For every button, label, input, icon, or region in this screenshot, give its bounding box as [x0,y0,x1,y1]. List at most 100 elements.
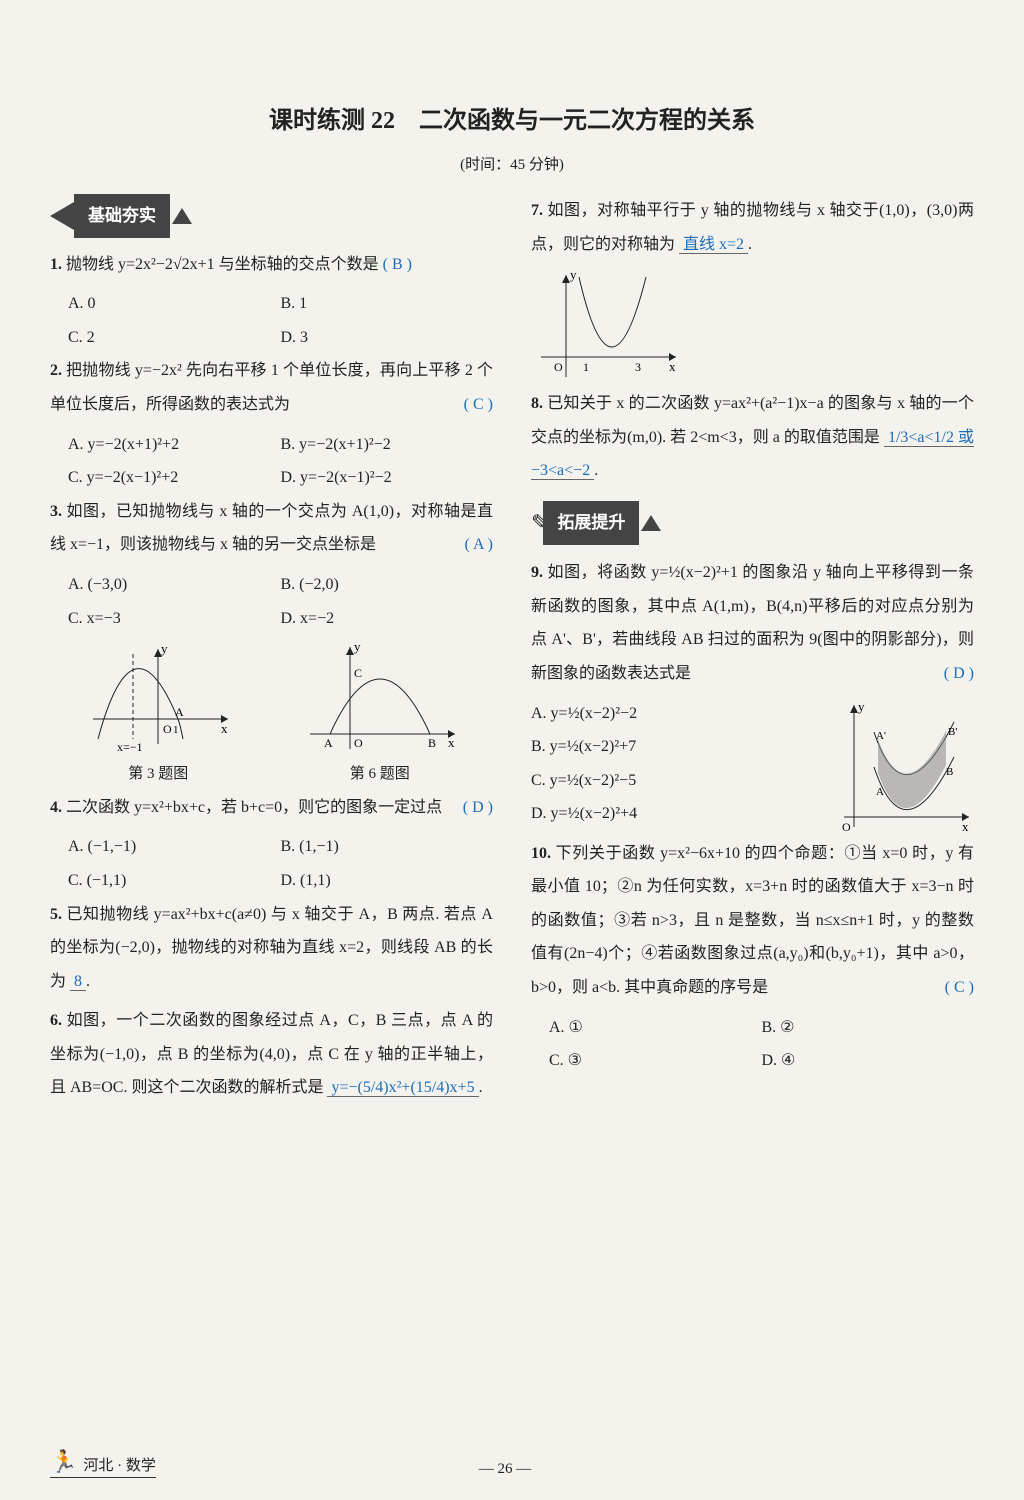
q2-num: 2. [50,362,62,379]
q3-fig-caption: 第 3 题图 [83,759,233,791]
q7-num: 7. [531,202,543,219]
footer-label: 河北 · 数学 [83,1454,156,1475]
question-8: 8. 已知关于 x 的二次函数 y=ax²+(a²−1)x−a 的图象与 x 轴… [531,387,974,488]
svg-text:A: A [876,786,884,798]
svg-text:A': A' [876,730,886,742]
svg-text:O: O [554,360,563,374]
q7-answer: 直线 x=2 [679,236,748,254]
question-4: 4. 二次函数 y=x²+bx+c，若 b+c=0，则它的图象一定过点 ( D … [50,791,493,825]
q7-stem: 如图，对称轴平行于 y 轴的抛物线与 x 轴交于(1,0)，(3,0)两点，则它… [531,202,974,253]
q4-opt-c: C. (−1,1) [68,864,281,898]
question-9: 9. 如图，将函数 y=½(x−2)²+1 的图象沿 y 轴向上平移得到一条新函… [531,556,974,690]
q3-parabola-svg: y x O A 1 x=−1 [83,639,233,759]
q10-num: 10. [531,845,551,862]
svg-text:A: A [324,736,333,750]
svg-text:y: y [858,699,865,714]
svg-text:x=−1: x=−1 [117,740,143,754]
q2-opt-d: D. y=−2(x−1)²−2 [281,461,494,495]
q1-answer: ( B ) [383,256,412,273]
q2-stem: 把抛物线 y=−2x² 先向右平移 1 个单位长度，再向上平移 2 个单位长度后… [50,362,493,413]
q6-answer: y=−(5/4)x²+(15/4)x+5 [327,1079,478,1097]
question-1: 1. 抛物线 y=2x²−2√2x+1 与坐标轴的交点个数是 ( B ) [50,248,493,282]
q5-post: . [86,973,90,990]
q10-opt-d: D. ④ [762,1044,975,1078]
figure-q7: y x O 1 3 [531,267,974,387]
q3-answer: ( A ) [465,528,493,562]
svg-text:y: y [354,639,361,654]
page-title: 课时练测 22 二次函数与一元二次方程的关系 [50,100,974,135]
q8-num: 8. [531,395,543,412]
q3-stem: 如图，已知抛物线与 x 轴的一个交点为 A(1,0)，对称轴是直线 x=−1，则… [50,503,493,554]
section-basic-label: 基础夯实 [74,194,170,238]
question-2: 2. 把抛物线 y=−2x² 先向右平移 1 个单位长度，再向上平移 2 个单位… [50,354,493,421]
svg-text:1: 1 [173,724,179,736]
q3-opt-d: D. x=−2 [281,602,494,636]
question-3: 3. 如图，已知抛物线与 x 轴的一个交点为 A(1,0)，对称轴是直线 x=−… [50,495,493,562]
svg-text:3: 3 [635,360,641,374]
q1-choices: A. 0 B. 1 C. 2 D. 3 [50,287,493,354]
svg-text:B: B [428,736,436,750]
section-extend-banner: ✎ 拓展提升 [531,500,661,546]
svg-text:A: A [175,705,184,719]
svg-text:1: 1 [583,360,589,374]
q5-num: 5. [50,906,62,923]
q2-answer: ( C ) [464,388,493,422]
q3-choices: A. (−3,0) B. (−2,0) C. x=−3 D. x=−2 [50,568,493,635]
page-number: — 26 — [479,1461,532,1478]
q4-opt-b: B. (1,−1) [281,830,494,864]
q10-opt-b: B. ② [762,1011,975,1045]
question-7: 7. 如图，对称轴平行于 y 轴的抛物线与 x 轴交于(1,0)，(3,0)两点… [531,194,974,261]
q3-num: 3. [50,503,62,520]
q3-opt-a: A. (−3,0) [68,568,281,602]
q10-answer: ( C ) [945,971,974,1005]
svg-text:O: O [163,722,172,736]
svg-text:y: y [570,267,577,282]
q7-post: . [748,236,752,253]
q2-opt-a: A. y=−2(x+1)²+2 [68,428,281,462]
q6-parabola-svg: y x O A B C [300,639,460,759]
svg-text:x: x [448,735,455,750]
q7-parabola-svg: y x O 1 3 [531,267,681,387]
q9-choices: A. y=½(x−2)²−2 B. y=½(x−2)²+7 C. y=½(x−2… [531,697,824,837]
q5-stem: 已知抛物线 y=ax²+bx+c(a≠0) 与 x 轴交于 A，B 两点. 若点… [50,906,493,990]
q3-opt-c: C. x=−3 [68,602,281,636]
svg-text:y: y [161,641,168,656]
figure-q3: y x O A 1 x=−1 第 3 题图 [83,639,233,791]
q10-opt-c: C. ③ [549,1044,762,1078]
svg-text:x: x [221,721,228,736]
q9-parabola-svg: y x O A B A' B' [834,697,974,837]
q4-num: 4. [50,799,62,816]
q2-opt-b: B. y=−2(x+1)²−2 [281,428,494,462]
svg-text:B: B [946,766,953,778]
q1-stem: 抛物线 y=2x²−2√2x+1 与坐标轴的交点个数是 [66,256,379,273]
q10-stem: 下列关于函数 y=x²−6x+10 的四个命题：①当 x=0 时，y 有最小值 … [531,845,974,996]
right-column: 7. 如图，对称轴平行于 y 轴的抛物线与 x 轴交于(1,0)，(3,0)两点… [531,194,974,1111]
question-5: 5. 已知抛物线 y=ax²+bx+c(a≠0) 与 x 轴交于 A，B 两点.… [50,898,493,999]
q4-opt-d: D. (1,1) [281,864,494,898]
q9-opt-a: A. y=½(x−2)²−2 [531,697,824,731]
q4-choices: A. (−1,−1) B. (1,−1) C. (−1,1) D. (1,1) [50,830,493,897]
q10-choices: A. ① B. ② C. ③ D. ④ [531,1011,974,1078]
svg-text:B': B' [948,726,957,738]
q9-num: 9. [531,564,543,581]
q1-opt-d: D. 3 [281,321,494,355]
time-note: (时间：45 分钟) [50,153,974,174]
figures-row: y x O A 1 x=−1 第 3 题图 y x [50,639,493,791]
q1-opt-b: B. 1 [281,287,494,321]
q6-fig-caption: 第 6 题图 [300,759,460,791]
page-footer: 🏃 河北 · 数学 — 26 — [50,1449,974,1478]
q9-opt-d: D. y=½(x−2)²+4 [531,797,824,831]
question-6: 6. 如图，一个二次函数的图象经过点 A，C，B 三点，点 A 的坐标为(−1,… [50,1004,493,1105]
svg-text:C: C [354,666,362,680]
q2-opt-c: C. y=−2(x−1)²+2 [68,461,281,495]
q9-opt-b: B. y=½(x−2)²+7 [531,730,824,764]
q1-opt-a: A. 0 [68,287,281,321]
q9-stem: 如图，将函数 y=½(x−2)²+1 的图象沿 y 轴向上平移得到一条新函数的图… [531,564,974,682]
q9-opt-c: C. y=½(x−2)²−5 [531,764,824,798]
q6-num: 6. [50,1012,62,1029]
question-10: 10. 下列关于函数 y=x²−6x+10 的四个命题：①当 x=0 时，y 有… [531,837,974,1005]
svg-text:O: O [842,820,851,834]
section-extend-label: 拓展提升 [543,501,639,545]
q5-answer: 8 [70,973,86,991]
q3-opt-b: B. (−2,0) [281,568,494,602]
